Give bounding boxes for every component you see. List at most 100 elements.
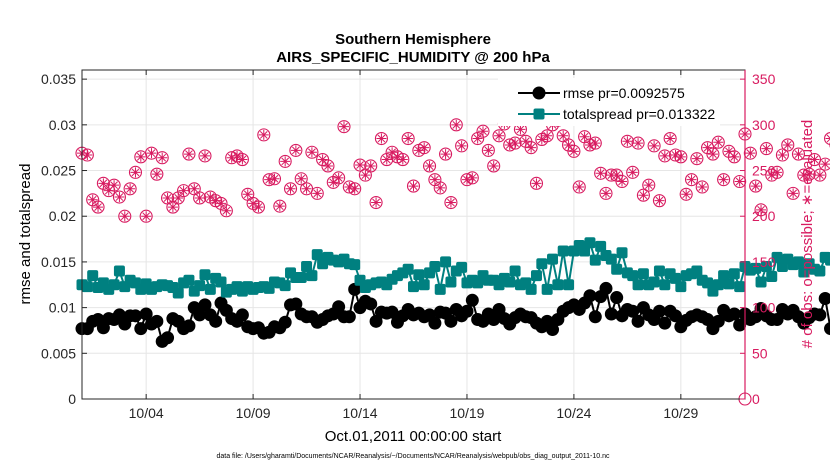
- data-point: [465, 293, 479, 307]
- data-point: [403, 133, 414, 144]
- y-right-tick-label: 150: [752, 254, 776, 270]
- data-point: [568, 146, 579, 157]
- data-point: [504, 276, 516, 288]
- data-point: [219, 204, 233, 218]
- data-point: [584, 139, 595, 150]
- data-point: [733, 318, 747, 332]
- chart-subtitle: AIRS_SPECIFIC_HUMIDITY @ 200 hPa: [276, 49, 550, 66]
- data-point: [385, 305, 399, 319]
- data-point: [342, 310, 356, 324]
- data-point: [668, 309, 682, 323]
- data-point: [611, 263, 623, 275]
- data-point: [109, 180, 120, 191]
- data-point: [460, 304, 474, 318]
- data-point: [251, 200, 265, 214]
- data-point: [478, 126, 489, 137]
- data-point: [727, 307, 741, 321]
- data-point: [248, 198, 259, 209]
- data-point: [814, 170, 825, 181]
- data-point: [761, 143, 772, 154]
- data-point: [557, 245, 569, 257]
- data-point: [232, 150, 243, 161]
- data-point: [631, 314, 645, 328]
- footnote: data file: /Users/gharamti/Documents/NCA…: [216, 453, 610, 460]
- data-point: [449, 118, 463, 132]
- legend-label-totalspread: totalspread pr=0.013322: [563, 106, 715, 122]
- legend-marker-totalspread: [533, 108, 545, 120]
- data-point: [440, 256, 452, 268]
- data-point: [668, 148, 683, 162]
- data-point: [504, 139, 515, 150]
- data-point: [547, 253, 559, 265]
- data-point: [146, 148, 157, 159]
- data-point: [408, 181, 419, 192]
- data-point: [178, 185, 189, 196]
- data-point: [167, 202, 178, 213]
- data-point: [798, 170, 809, 181]
- data-point: [711, 135, 725, 149]
- data-point: [503, 138, 517, 152]
- data-point: [204, 283, 216, 295]
- data-point: [675, 151, 686, 162]
- data-point: [617, 176, 628, 187]
- data-point: [632, 279, 644, 291]
- data-point: [289, 143, 303, 157]
- data-point: [756, 204, 767, 215]
- data-point: [750, 181, 761, 192]
- data-point: [653, 265, 665, 277]
- data-point: [755, 276, 767, 288]
- data-point: [552, 279, 564, 291]
- data-point: [563, 139, 574, 150]
- data-point: [604, 307, 618, 321]
- data-point: [82, 149, 93, 160]
- data-point: [112, 190, 126, 204]
- data-point: [396, 153, 410, 167]
- data-point: [813, 308, 827, 322]
- data-point: [289, 297, 303, 311]
- data-point: [456, 140, 467, 151]
- data-point: [408, 281, 419, 293]
- data-point: [536, 134, 547, 145]
- data-point: [818, 157, 830, 171]
- data-point: [128, 165, 143, 179]
- data-point: [734, 281, 746, 293]
- data-point: [723, 278, 735, 290]
- data-point: [119, 211, 130, 222]
- data-point: [782, 139, 793, 150]
- data-point: [161, 331, 175, 345]
- y-axis-right-label: # of obs: o=possible; ∗=evaluated: [799, 120, 816, 349]
- data-point: [589, 254, 601, 266]
- data-point: [348, 182, 362, 196]
- data-point: [194, 192, 205, 203]
- data-point: [397, 154, 408, 165]
- data-point: [637, 268, 649, 280]
- data-point: [198, 298, 212, 312]
- data-point: [417, 141, 431, 155]
- data-point: [659, 150, 670, 161]
- data-point: [728, 268, 740, 280]
- x-tick-label: 10/04: [129, 405, 164, 421]
- data-point: [540, 129, 554, 143]
- data-point: [435, 182, 446, 193]
- data-point: [349, 259, 361, 271]
- data-point: [766, 170, 777, 181]
- data-point: [775, 148, 789, 162]
- data-point: [707, 149, 718, 160]
- data-point: [718, 174, 729, 185]
- y-tick-label: 0.02: [49, 208, 76, 224]
- data-point: [278, 154, 292, 168]
- data-point: [406, 179, 421, 193]
- data-point: [422, 159, 437, 173]
- data-point: [487, 159, 501, 173]
- data-point: [342, 180, 356, 194]
- x-tick-label: 10/09: [236, 405, 271, 421]
- y-right-tick-label: 200: [752, 208, 776, 224]
- data-point: [524, 141, 538, 155]
- data-point: [440, 149, 451, 160]
- data-point: [418, 279, 430, 291]
- data-point: [216, 198, 227, 209]
- data-point: [376, 133, 387, 144]
- data-point: [777, 149, 788, 160]
- data-point: [173, 192, 184, 203]
- y-tick-label: 0.025: [41, 163, 76, 179]
